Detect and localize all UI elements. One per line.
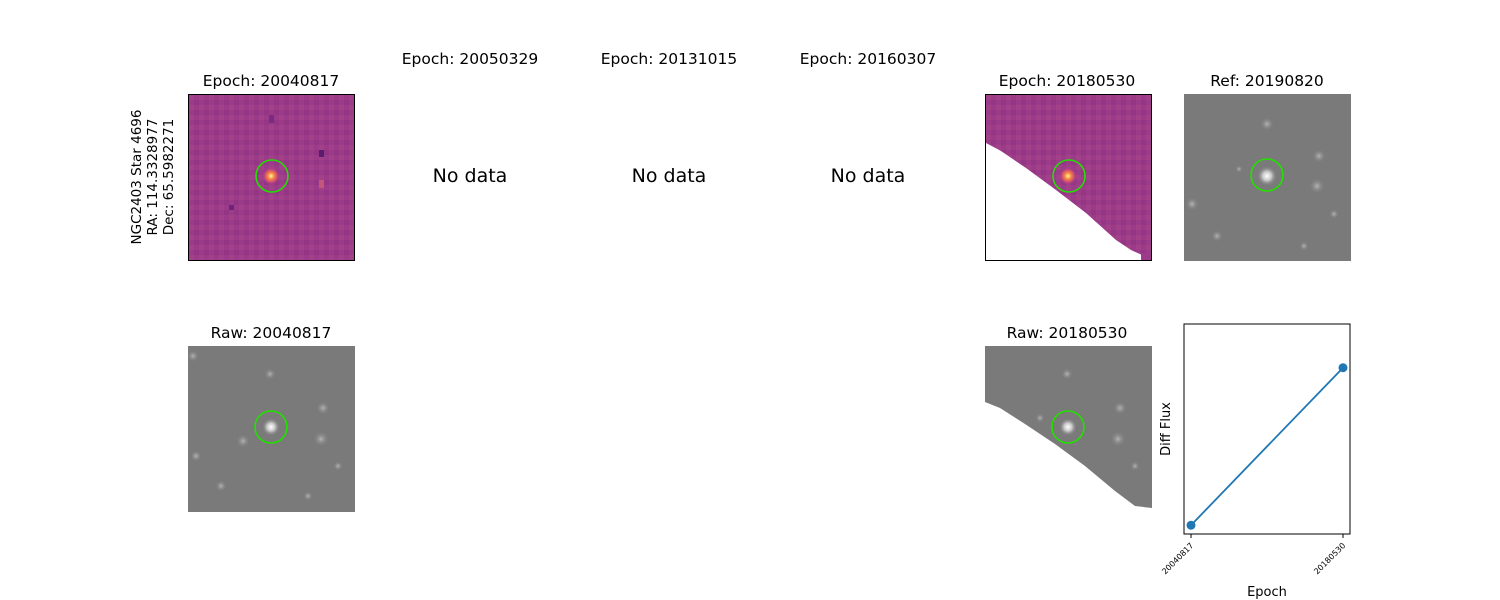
x-tick-label: 20180530 xyxy=(1312,541,1347,576)
light-curve-chart: 20040817 20180530 Diff Flux Epoch xyxy=(1159,323,1351,600)
target-marker xyxy=(254,410,288,444)
epoch-title-5: Epoch: 20180530 xyxy=(998,72,1136,90)
epoch-title-3: Epoch: 20131015 xyxy=(600,50,738,68)
data-point xyxy=(1186,520,1196,530)
raw-image-epoch-1-canvas xyxy=(188,346,355,512)
diff-image-epoch-1-canvas xyxy=(189,95,354,260)
star-dec: Dec: 65.5982271 xyxy=(161,118,177,236)
raw-image-epoch-5-canvas xyxy=(985,346,1152,512)
x-tick-label: 20040817 xyxy=(1160,541,1195,576)
diff-image-epoch-5-canvas xyxy=(986,95,1151,260)
no-data-3: No data xyxy=(631,165,707,187)
target-marker xyxy=(1052,159,1086,193)
star-ra: RA: 114.3328977 xyxy=(145,118,161,236)
target-marker xyxy=(1250,158,1284,192)
y-axis-label: Diff Flux xyxy=(1159,402,1174,456)
reference-image-canvas xyxy=(1184,94,1351,261)
epoch-title-1: Epoch: 20040817 xyxy=(202,72,340,90)
no-data-2: No data xyxy=(432,165,508,187)
diff-image-epoch-1 xyxy=(188,94,355,261)
target-marker xyxy=(255,159,289,193)
no-data-4: No data xyxy=(830,165,906,187)
x-axis-label: Epoch xyxy=(1247,585,1287,600)
raw-image-epoch-1 xyxy=(188,346,355,512)
target-marker xyxy=(1051,410,1085,444)
raw-title-1: Raw: 20040817 xyxy=(210,324,332,342)
ref-title: Ref: 20190820 xyxy=(1210,72,1324,90)
star-name: NGC2403 Star 4696 xyxy=(129,109,145,245)
epoch-title-2: Epoch: 20050329 xyxy=(401,50,539,68)
raw-title-5: Raw: 20180530 xyxy=(1006,324,1128,342)
star-info-label: NGC2403 Star 4696 RA: 114.3328977 Dec: 6… xyxy=(129,110,177,245)
epoch-title-4: Epoch: 20160307 xyxy=(799,50,937,68)
data-point xyxy=(1338,363,1348,373)
reference-image xyxy=(1184,94,1351,261)
raw-image-epoch-5 xyxy=(985,346,1152,512)
diff-image-epoch-5 xyxy=(985,94,1152,261)
series-line xyxy=(1190,367,1344,526)
plot-area xyxy=(1183,323,1351,535)
